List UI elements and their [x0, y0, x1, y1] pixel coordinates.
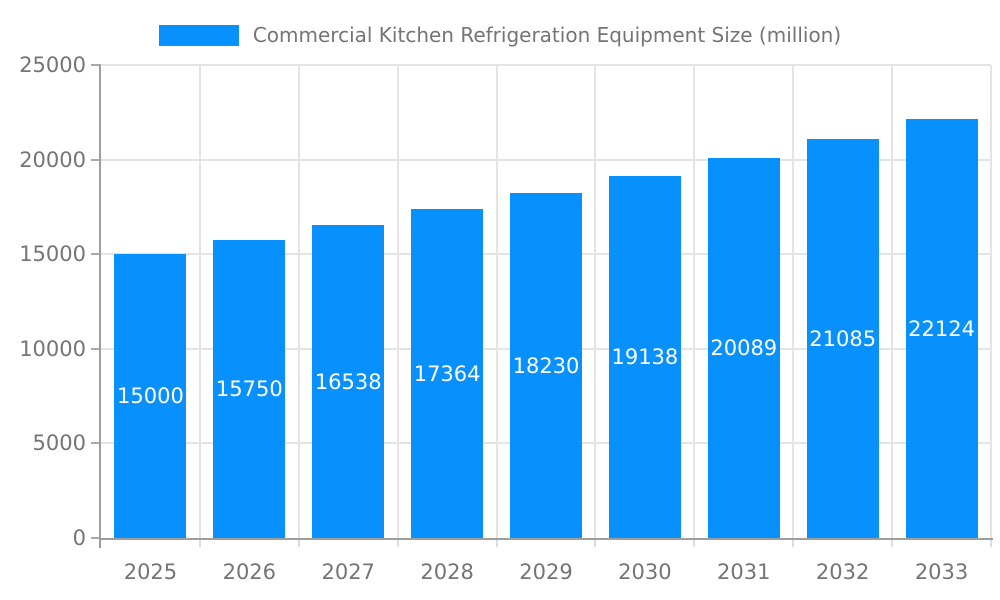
bar-2027[interactable]: 16538 [312, 225, 385, 538]
x-axis-tick [891, 538, 894, 547]
x-axis-tick-label: 2025 [123, 560, 178, 584]
legend-swatch [158, 24, 239, 46]
x-axis-tick-label: 2030 [618, 560, 672, 584]
bar-value-label: 19138 [611, 344, 679, 369]
x-axis-tick [594, 538, 597, 547]
x-axis-line [99, 538, 993, 540]
bar-2031[interactable]: 20089 [707, 157, 780, 538]
x-axis-tick [792, 538, 795, 547]
bar-value-label: 15000 [117, 384, 184, 409]
x-axis-tick [297, 538, 300, 547]
gridline-vertical [396, 65, 399, 538]
gridline-horizontal [101, 158, 991, 161]
y-axis-tick-label: 25000 [19, 53, 86, 77]
x-axis-tick [693, 538, 696, 547]
y-axis-tick-label: 20000 [19, 147, 86, 172]
x-axis-tick [495, 538, 498, 547]
bar-value-label: 17364 [413, 361, 481, 386]
bar-value-label: 15750 [215, 376, 283, 401]
gridline-vertical [594, 65, 597, 538]
x-axis-tick-label: 2027 [321, 560, 375, 584]
x-axis-tick-label: 2028 [420, 560, 474, 584]
plot-area: 15000 15750 16538 17364 18230 19138 20089 21085… [91, 64, 993, 548]
y-axis-line [99, 65, 101, 548]
y-axis-tick [91, 64, 101, 66]
x-axis-tick-label: 2026 [222, 560, 277, 584]
bar-2030[interactable]: 19138 [608, 175, 681, 538]
bar-2025[interactable]: 15000 [114, 254, 187, 538]
x-axis-tick [396, 538, 399, 547]
bar-2028[interactable]: 17364 [411, 209, 484, 538]
gridline-vertical [198, 65, 201, 538]
bar-value-label: 16538 [314, 369, 382, 394]
y-axis-tick-label: 10000 [19, 336, 86, 361]
x-axis-tick-label: 2031 [717, 560, 771, 584]
bar-value-label: 20089 [710, 335, 778, 360]
bar-value-label: 22124 [908, 316, 975, 341]
x-axis-tick-label: 2032 [815, 560, 870, 584]
bar-value-label: 18230 [512, 353, 580, 378]
bar-value-label: 21085 [809, 326, 877, 351]
gridline-vertical [990, 65, 992, 538]
gridline-horizontal [101, 64, 991, 66]
bar-2033[interactable]: 22124 [905, 119, 978, 538]
gridline-vertical [792, 65, 795, 538]
x-axis-tick-label: 2033 [914, 560, 969, 584]
y-axis-tick-label: 15000 [19, 242, 86, 267]
legend-label: Commercial Kitchen Refrigeration Equipme… [252, 23, 842, 47]
y-axis-tick [91, 537, 101, 539]
y-axis-tick [91, 158, 101, 161]
bar-2032[interactable]: 21085 [806, 139, 879, 538]
y-axis-tick [91, 347, 101, 350]
y-axis-tick [91, 442, 101, 445]
gridline-vertical [693, 65, 696, 538]
x-axis-tick-label: 2029 [519, 560, 573, 584]
y-axis-tick-label: 5000 [32, 431, 86, 456]
x-axis-tick [198, 538, 201, 547]
bar-2026[interactable]: 15750 [213, 240, 286, 538]
gridline-vertical [495, 65, 498, 538]
y-axis-tick-label: 0 [72, 526, 86, 550]
gridline-vertical [297, 65, 300, 538]
x-axis-tick [990, 538, 992, 547]
bar-2029[interactable]: 18230 [510, 193, 582, 538]
chart-legend-item[interactable]: Commercial Kitchen Refrigeration Equipme… [0, 23, 1000, 47]
gridline-vertical [891, 65, 894, 538]
y-axis-tick [91, 253, 101, 256]
